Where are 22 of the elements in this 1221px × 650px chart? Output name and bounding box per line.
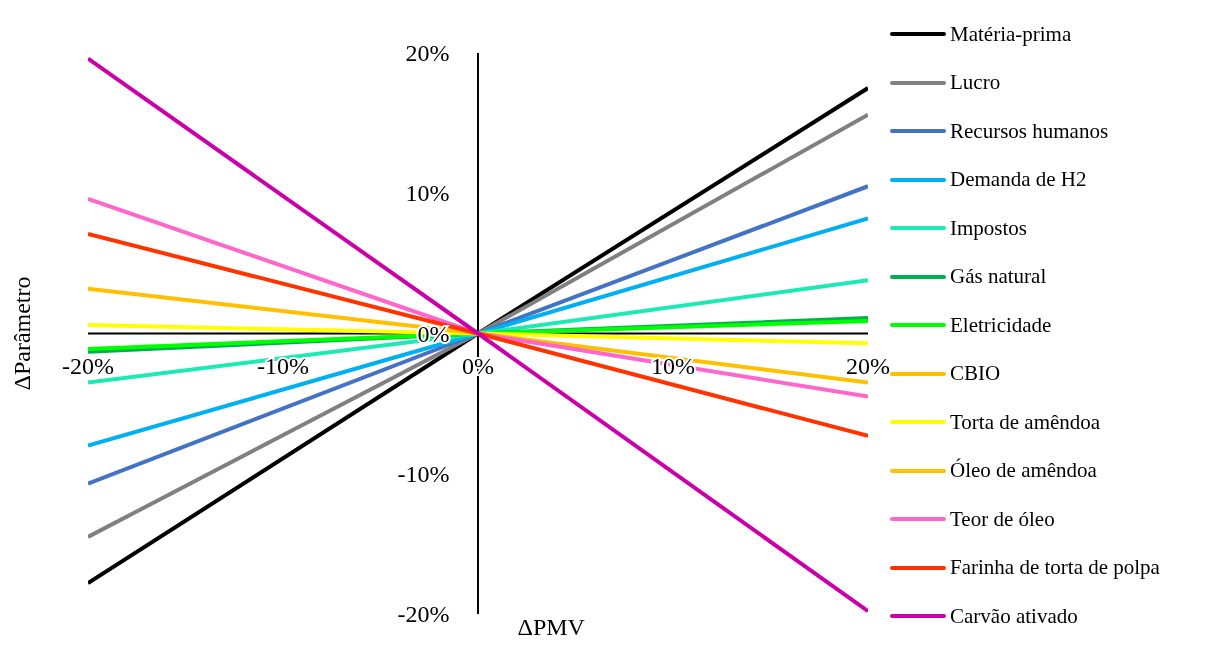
legend-label: Recursos humanos — [950, 118, 1109, 144]
legend-label: CBIO — [950, 361, 1001, 387]
x-tick-label: -20% — [62, 353, 114, 379]
y-tick-label: 20% — [405, 40, 450, 66]
legend-label: Lucro — [950, 70, 1001, 96]
legend-label: Teor de óleo — [950, 506, 1055, 532]
x-axis-title: ΔPMV — [517, 614, 585, 641]
legend-label: Eletricidade — [950, 312, 1052, 338]
legend-label: Carvão ativado — [950, 603, 1078, 629]
legend-label: Demanda de H2 — [950, 167, 1087, 193]
legend-label: Gás natural — [950, 264, 1047, 290]
y-axis-title: ΔParâmetro — [8, 275, 36, 393]
legend-label: Óleo de amêndoa — [950, 458, 1097, 484]
y-tick-label: 10% — [405, 180, 450, 207]
legend-label: Impostos — [950, 215, 1028, 241]
y-tick-label: -20% — [397, 601, 450, 627]
legend-label: Torta de amêndoa — [950, 409, 1101, 435]
legend-label: Farinha de torta de polpa — [950, 555, 1160, 581]
x-tick-label: -10% — [257, 353, 309, 379]
y-tick-label: -10% — [397, 460, 450, 487]
x-tick-label: 20% — [846, 353, 890, 379]
legend-label: Matéria-prima — [950, 21, 1072, 47]
